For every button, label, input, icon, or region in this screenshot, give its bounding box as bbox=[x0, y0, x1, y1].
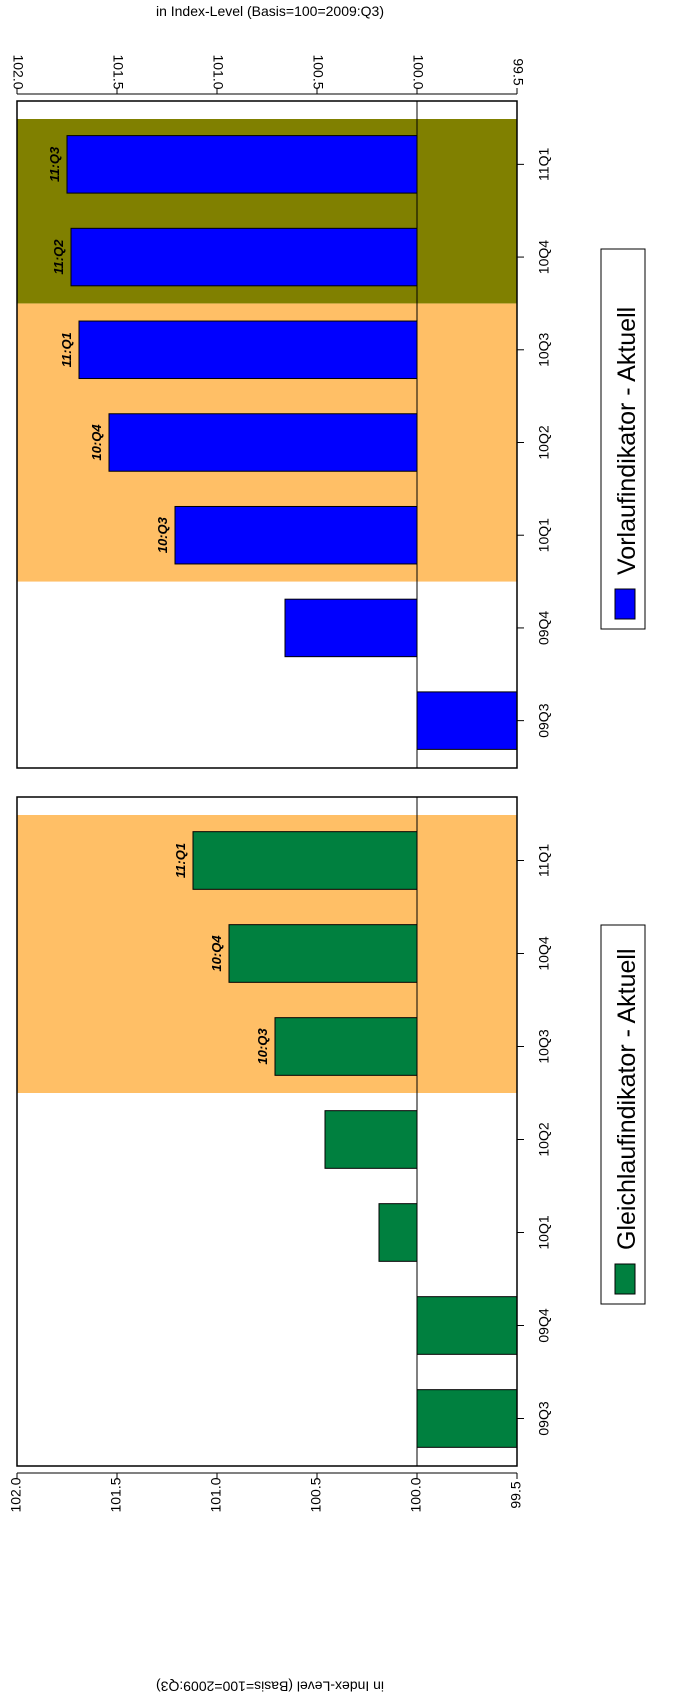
bar bbox=[192, 831, 418, 890]
category-label: 09Q4 bbox=[536, 1308, 552, 1342]
category-label: 09Q3 bbox=[536, 1401, 552, 1435]
category-label: 10Q4 bbox=[536, 936, 552, 970]
legend: Vorlaufindikator - Aktuell bbox=[600, 248, 646, 630]
axis-tick-label: 100.5 bbox=[308, 1477, 324, 1512]
category-label: 10Q2 bbox=[536, 425, 552, 459]
bar bbox=[284, 598, 418, 658]
legend-label: Vorlaufindikator - Aktuell bbox=[613, 307, 641, 575]
legend-swatch bbox=[614, 588, 636, 620]
bar bbox=[324, 1110, 418, 1169]
plot-frame bbox=[16, 100, 518, 769]
category-label: 10Q1 bbox=[536, 1215, 552, 1249]
bar bbox=[378, 1203, 418, 1262]
category-axis: 09Q3 09Q4 10Q1 10Q2 10Q3 10Q4 11Q1 bbox=[517, 148, 552, 738]
bar-label: 10:Q3 bbox=[155, 516, 170, 553]
plot-frame bbox=[16, 796, 518, 1467]
bars bbox=[192, 831, 518, 1448]
bar bbox=[416, 1389, 518, 1448]
category-label: 09Q3 bbox=[536, 703, 552, 737]
bar-label: 11:Q2 bbox=[51, 239, 66, 275]
bar bbox=[228, 924, 418, 983]
legend-box bbox=[600, 248, 646, 630]
value-axis: 99.5 100.0 100.5 101.0 101.5 102.0 in Index-Le… bbox=[8, 1472, 524, 1694]
category-axis: 09Q3 09Q4 10Q1 10Q2 10Q3 10Q4 11Q1 bbox=[517, 844, 552, 1436]
value-axis: 99.5 100.0 100.5 101.0 101.5 102.0 in Index-Le… bbox=[10, 3, 526, 95]
plot-border bbox=[16, 796, 518, 1467]
axis-title: in Index-Level (Basis=100=2009:Q3) bbox=[156, 3, 384, 19]
bar-label: 10:Q4 bbox=[89, 424, 104, 461]
category-label: 11Q1 bbox=[536, 148, 552, 181]
bar-labels: 10:Q3 10:Q4 11:Q1 11:Q2 11:Q3 bbox=[47, 146, 170, 553]
panel-gleichlauf: 10:Q3 10:Q4 11:Q1 99.5 100.0 100.5 101.0 101.5… bbox=[8, 796, 646, 1694]
shaded-regions bbox=[17, 797, 517, 1466]
bar-label: 10:Q3 bbox=[255, 1028, 270, 1065]
bars bbox=[66, 135, 518, 750]
bar-label: 10:Q4 bbox=[209, 935, 224, 972]
bar bbox=[416, 1296, 518, 1355]
axis-tick-label: 101.5 bbox=[108, 1477, 124, 1512]
axis-tick-label: 101.5 bbox=[110, 54, 126, 89]
category-label: 10Q1 bbox=[536, 518, 552, 552]
axis-tick-label: 101.0 bbox=[208, 1477, 224, 1512]
bar bbox=[70, 227, 418, 287]
category-label: 09Q4 bbox=[536, 611, 552, 645]
category-label: 10Q4 bbox=[536, 240, 552, 274]
axis-tick-label: 102.0 bbox=[8, 1477, 24, 1512]
bar bbox=[416, 691, 518, 750]
legend-label: Gleichlaufindikator - Aktuell bbox=[613, 948, 641, 1250]
legend-box bbox=[600, 924, 646, 1305]
category-label: 10Q2 bbox=[536, 1122, 552, 1156]
bar bbox=[78, 320, 418, 380]
bar-label: 11:Q1 bbox=[173, 843, 188, 878]
axis-tick-label: 99.5 bbox=[510, 58, 526, 85]
plot-border bbox=[16, 100, 518, 769]
axis-tick-label: 100.0 bbox=[408, 1477, 424, 1512]
category-label: 11Q1 bbox=[536, 844, 552, 877]
axis-tick-label: 101.0 bbox=[210, 54, 226, 89]
axis-title: in Index-Level (Basis=100=2009:Q3) bbox=[156, 1678, 384, 1694]
panel-vorlauf: 10:Q3 10:Q4 11:Q1 11:Q2 11:Q3 99.5 100.0 100.5… bbox=[10, 3, 646, 769]
axis-tick-label: 99.5 bbox=[508, 1481, 524, 1508]
bar bbox=[108, 413, 418, 472]
axis-tick-label: 100.0 bbox=[410, 54, 426, 89]
category-label: 10Q3 bbox=[536, 332, 552, 366]
bar bbox=[274, 1017, 418, 1076]
bar-label: 11:Q3 bbox=[47, 146, 62, 182]
legend-swatch bbox=[614, 1263, 636, 1295]
bar-label: 11:Q1 bbox=[59, 332, 74, 367]
axis-tick-label: 102.0 bbox=[10, 54, 26, 89]
bar-labels: 10:Q3 10:Q4 11:Q1 bbox=[173, 843, 270, 1065]
bar bbox=[174, 505, 418, 565]
axis-tick-label: 100.5 bbox=[310, 54, 326, 89]
bar bbox=[66, 135, 418, 194]
category-label: 10Q3 bbox=[536, 1029, 552, 1063]
legend: Gleichlaufindikator - Aktuell bbox=[600, 924, 646, 1305]
